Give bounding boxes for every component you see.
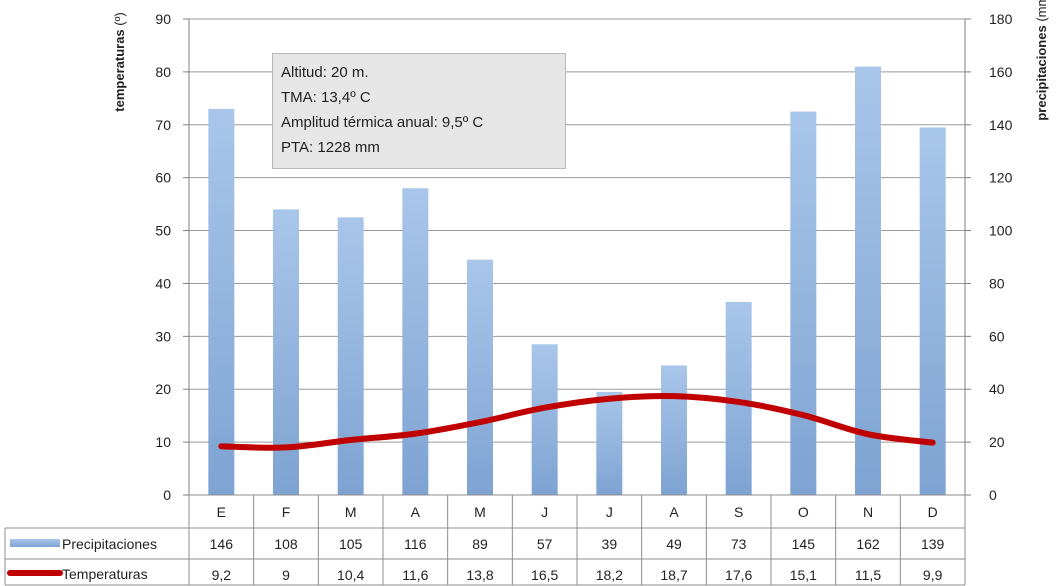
y-left-tick-label: 90 xyxy=(155,11,171,27)
precipitation-value: 108 xyxy=(274,536,298,552)
temperature-line xyxy=(218,392,936,451)
y-left-tick-label: 0 xyxy=(163,487,171,503)
y-right-tick-label: 80 xyxy=(989,275,1005,291)
y-right-tick-label: 40 xyxy=(989,381,1005,397)
y-left-tick-label: 50 xyxy=(155,223,171,239)
precipitation-bar xyxy=(596,391,623,495)
temperature-legend-label: Temperaturas xyxy=(62,566,148,582)
temperature-value: 9 xyxy=(282,567,290,583)
precipitation-value: 105 xyxy=(339,536,363,552)
temperature-value: 15,1 xyxy=(790,567,817,583)
precipitation-bar xyxy=(531,344,558,495)
temperature-value: 18,2 xyxy=(596,567,623,583)
precipitation-bar xyxy=(337,217,364,496)
y-left-tick-label: 70 xyxy=(155,117,171,133)
precipitation-legend-label: Precipitaciones xyxy=(62,536,157,552)
precipitation-legend-swatch xyxy=(10,539,60,547)
x-tick-label: E xyxy=(217,504,226,520)
temperature-value: 13,8 xyxy=(466,567,493,583)
temperature-value: 11,5 xyxy=(855,567,881,583)
x-tick-label: A xyxy=(669,504,679,520)
y-right-axis-title: precipitaciones (mm) xyxy=(1034,0,1049,121)
info-altitude: Altitud: 20 m. xyxy=(281,64,369,81)
climate-info-box: Altitud: 20 m. TMA: 13,4º C Amplitud tér… xyxy=(272,53,566,169)
temperature-value: 18,7 xyxy=(660,567,687,583)
y-right-tick-label: 20 xyxy=(989,434,1005,450)
info-pta: PTA: 1228 mm xyxy=(281,139,380,156)
x-tick-label: M xyxy=(474,504,486,520)
y-left-tick-label: 60 xyxy=(155,170,171,186)
y-right-tick-label: 60 xyxy=(989,328,1005,344)
precipitation-bar xyxy=(790,111,817,496)
y-right-tick-label: 0 xyxy=(989,487,997,503)
data-table: E F M A M J J A S O N D Precipitaciones Temperaturas 1… xyxy=(4,494,966,586)
temperature-value: 10,4 xyxy=(337,567,364,583)
precipitation-bar xyxy=(855,66,881,495)
temperature-value: 9,9 xyxy=(923,567,943,583)
y-left-tick-label: 30 xyxy=(155,328,171,344)
x-tick-label: O xyxy=(798,504,809,520)
temperature-value: 9,2 xyxy=(212,567,232,583)
precipitation-value: 49 xyxy=(666,536,682,552)
temperature-value: 11,6 xyxy=(402,567,428,583)
x-tick-label: S xyxy=(734,504,743,520)
x-tick-label: J xyxy=(541,504,548,520)
precipitation-value: 145 xyxy=(792,536,816,552)
y-right-tick-label: 160 xyxy=(989,64,1013,80)
x-tick-label: D xyxy=(928,504,938,520)
temperature-value: 16,5 xyxy=(531,567,558,583)
precipitation-bar xyxy=(919,127,946,495)
y-left-tick-label: 10 xyxy=(155,434,171,450)
precipitation-value: 146 xyxy=(210,536,234,552)
info-amplitude: Amplitud térmica anual: 9,5º C xyxy=(281,114,484,131)
y-left-tick-label: 20 xyxy=(155,381,171,397)
y-left-tick-label: 80 xyxy=(155,64,171,80)
x-tick-label: A xyxy=(411,504,421,520)
precipitation-value: 162 xyxy=(856,536,880,552)
y-right-tick-label: 120 xyxy=(989,170,1013,186)
y-right-tick-label: 140 xyxy=(989,117,1013,133)
y-left-tick-label: 40 xyxy=(155,275,171,291)
precipitation-value: 116 xyxy=(404,536,427,552)
precipitation-value: 139 xyxy=(921,536,945,552)
y-right-tick-label: 100 xyxy=(989,223,1013,239)
precipitation-bar xyxy=(661,365,687,495)
x-tick-label: J xyxy=(606,504,613,520)
precipitation-value: 57 xyxy=(537,536,553,552)
precipitation-bar xyxy=(273,209,299,495)
x-tick-label: M xyxy=(345,504,357,520)
precipitation-value: 39 xyxy=(602,536,618,552)
temperature-series-line xyxy=(218,392,936,451)
precipitation-bar xyxy=(208,108,235,496)
x-tick-label: N xyxy=(863,504,873,520)
y-right-tick-label: 180 xyxy=(989,11,1013,27)
x-tick-label: F xyxy=(282,504,291,520)
info-tma: TMA: 13,4º C xyxy=(281,89,371,106)
axes: 0 10 20 30 40 50 60 70 80 90 0 20 40 60 80 100 120 140 160… xyxy=(155,11,1012,503)
precipitation-bar xyxy=(467,259,493,495)
y-left-axis-title: temperaturas (º) xyxy=(112,12,127,111)
precipitation-value: 89 xyxy=(472,536,488,552)
temperature-value: 17,6 xyxy=(725,567,752,583)
precipitation-bar xyxy=(402,188,429,495)
precipitation-value: 73 xyxy=(731,536,747,552)
